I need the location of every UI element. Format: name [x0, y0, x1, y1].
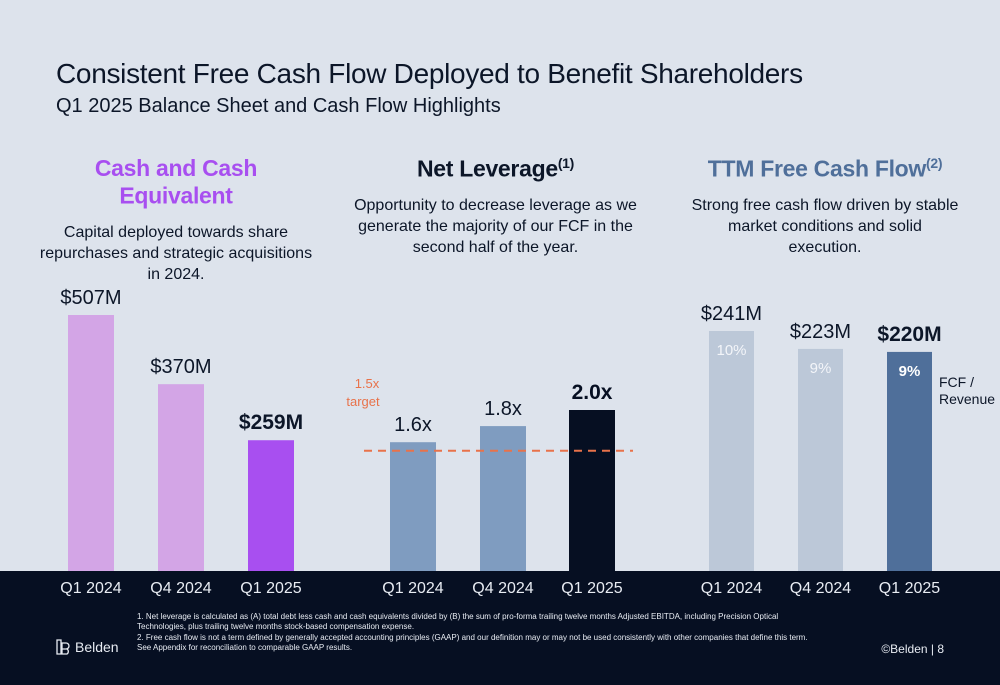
- chart3-inner-label-1: 10%: [716, 342, 746, 359]
- chart3-bar-3: [887, 351, 932, 571]
- chart3-bar-2: [798, 348, 843, 571]
- chart3-inner-label-3: 9%: [899, 363, 921, 380]
- chart2-bar-3: [569, 410, 615, 571]
- belden-logo-icon: [56, 639, 70, 655]
- chart2-target-label-line2: target: [346, 394, 380, 409]
- chart1-bar-2: [158, 384, 204, 571]
- panel-fcf-description: Strong free cash flow driven by stable m…: [691, 196, 959, 256]
- chart3-category-label-2: Q4 2024: [790, 580, 851, 597]
- chart2-value-label-3: 2.0x: [572, 381, 613, 404]
- chart2-value-label-1: 1.6x: [394, 414, 432, 436]
- chart2-target-label-line1: 1.5x: [355, 376, 380, 391]
- chart3-category-label-3: Q1 2025: [879, 580, 940, 597]
- panel-leverage-description: Opportunity to decrease leverage as we g…: [354, 196, 637, 256]
- chart3-value-label-3: $220M: [877, 323, 941, 346]
- chart1-value-label-2: $370M: [150, 356, 211, 378]
- page-number: ©Belden | 8: [881, 642, 944, 656]
- chart1-value-label-3: $259M: [239, 411, 303, 434]
- chart2-bar-2: [480, 426, 526, 571]
- footer-bar: [0, 571, 1000, 685]
- panel-leverage-title: Net Leverage(1): [416, 155, 575, 182]
- chart3-ratio-legend-line2: Revenue: [939, 391, 995, 407]
- belden-logo: Belden: [56, 639, 119, 655]
- chart2-category-label-3: Q1 2025: [561, 580, 622, 597]
- chart2-category-label-2: Q4 2024: [472, 580, 533, 597]
- chart1-bar-1: [68, 315, 114, 571]
- chart2-value-label-2: 1.8x: [484, 398, 522, 420]
- panel-cash-title: Cash and Cash Equivalent: [94, 155, 258, 209]
- page-subtitle: Q1 2025 Balance Sheet and Cash Flow High…: [56, 95, 501, 117]
- chart1-category-label-3: Q1 2025: [240, 580, 301, 597]
- chart3-bar-1: [709, 331, 754, 571]
- chart2-category-label-1: Q1 2024: [382, 580, 443, 597]
- panel-fcf-header: TTM Free Cash Flow(2) Strong free cash f…: [690, 155, 960, 258]
- footnote-2: 2. Free cash flow is not a term defined …: [137, 633, 808, 652]
- panel-leverage-header: Net Leverage(1) Opportunity to decrease …: [338, 155, 653, 258]
- chart1-bar-3: [248, 440, 294, 571]
- chart1-value-label-1: $507M: [60, 287, 121, 309]
- panel-cash-description: Capital deployed towards share repurchas…: [39, 223, 313, 283]
- panel-fcf-title: TTM Free Cash Flow(2): [707, 155, 943, 182]
- chart3-ratio-legend-line1: FCF /: [939, 374, 974, 390]
- chart2-bar-1: [390, 442, 436, 571]
- panel-cash-header: Cash and Cash Equivalent Capital deploye…: [36, 155, 316, 285]
- belden-logo-text: Belden: [75, 639, 119, 655]
- chart3-value-label-2: $223M: [790, 321, 851, 343]
- chart1-category-label-1: Q1 2024: [60, 580, 121, 597]
- chart3-inner-label-2: 9%: [810, 360, 832, 377]
- page-title: Consistent Free Cash Flow Deployed to Be…: [56, 58, 803, 89]
- footnote-1: 1. Net leverage is calculated as (A) tot…: [137, 612, 779, 631]
- chart3-value-label-1: $241M: [701, 303, 762, 325]
- chart3-category-label-1: Q1 2024: [701, 580, 762, 597]
- chart1-category-label-2: Q4 2024: [150, 580, 211, 597]
